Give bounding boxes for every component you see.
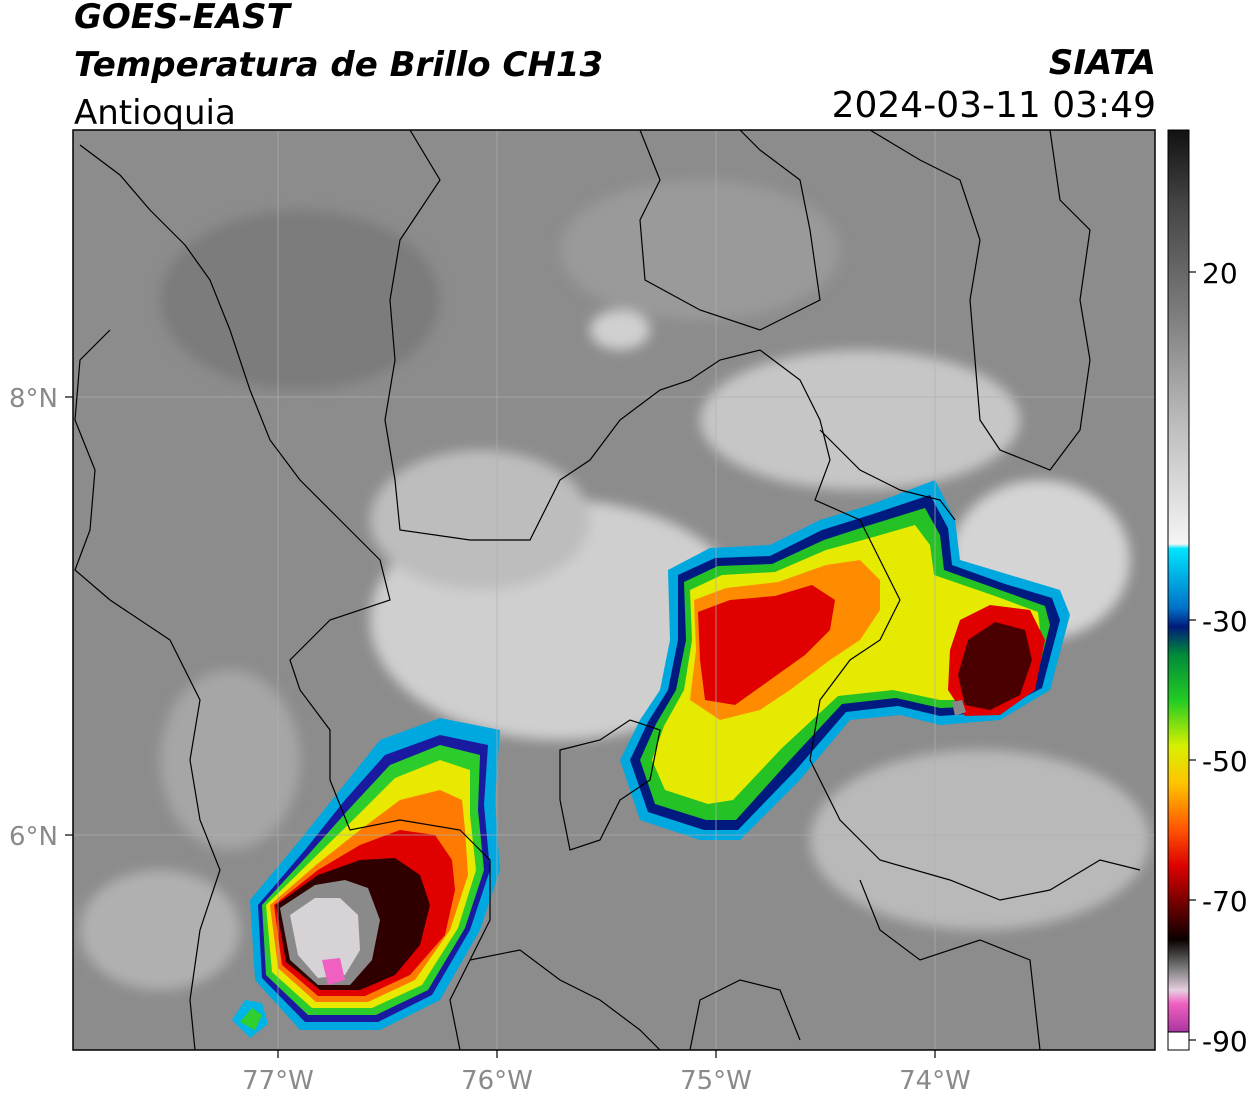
lat-tick-8n: 8°N <box>9 384 58 414</box>
colorbar-tick-minus70: -70 <box>1202 885 1248 918</box>
lon-tick-76w: 76°W <box>461 1066 533 1096</box>
region-title: Antioquia <box>74 93 236 133</box>
lon-tick-74w: 74°W <box>899 1066 971 1096</box>
cloud-texture <box>80 180 1150 990</box>
title-right-block: SIATA 2024-03-11 03:49 <box>832 46 1156 124</box>
colorbar-tick-20: 20 <box>1202 257 1238 290</box>
colorbar: 20 -30 -50 -70 -90 <box>1167 129 1248 1058</box>
map-area <box>73 130 1155 1050</box>
colorbar-gradient <box>1167 129 1190 1051</box>
product-title: Temperatura de Brillo CH13 <box>74 45 604 85</box>
colorbar-under-box <box>1167 1031 1190 1051</box>
political-borders <box>74 130 1141 1050</box>
lat-tick-6n: 6°N <box>9 822 58 852</box>
lon-tick-75w: 75°W <box>680 1066 752 1096</box>
timestamp: 2024-03-11 03:49 <box>831 85 1156 126</box>
map-frame <box>72 129 1156 1051</box>
colorbar-tick-minus90: -90 <box>1202 1025 1248 1058</box>
lon-tick-77w: 77°W <box>242 1066 314 1096</box>
title-block: GOES-EAST Temperatura de Brillo CH13 Ant… <box>74 0 603 130</box>
storm-southwest <box>232 718 500 1038</box>
agency-title: SIATA <box>1048 43 1156 83</box>
colorbar-tick-minus50: -50 <box>1202 745 1248 778</box>
colorbar-tick-minus30: -30 <box>1202 605 1248 638</box>
axis-ticks <box>65 396 936 1058</box>
satellite-title: GOES-EAST <box>74 0 290 37</box>
